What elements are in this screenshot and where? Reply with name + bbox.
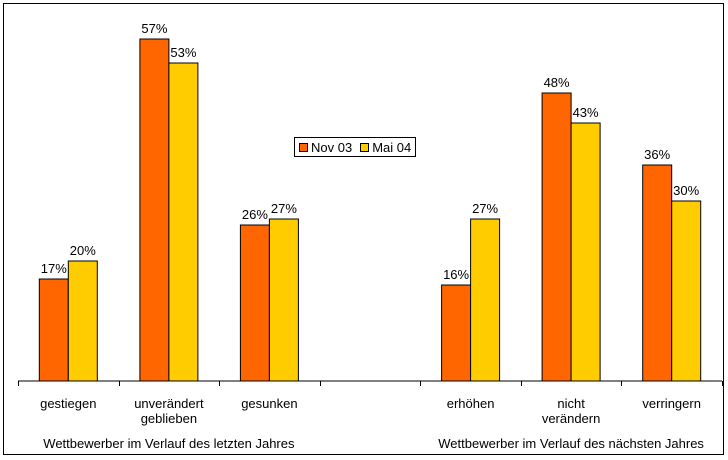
data-label-nov-03-gesunken: 26% xyxy=(242,207,268,222)
bar-mai-04-gesunken xyxy=(268,218,299,382)
chart-frame xyxy=(3,3,724,455)
bar-mai-04-erhöhen xyxy=(470,218,501,382)
legend-label-mai-04: Mai 04 xyxy=(372,139,412,155)
x-tick-label-nicht: nicht verändern xyxy=(542,396,601,426)
legend-swatch-nov-03 xyxy=(299,142,308,152)
bar-mai-04-verringern xyxy=(671,200,702,382)
data-label-mai-04-erhöhen: 27% xyxy=(472,201,498,216)
legend-swatch-mai-04 xyxy=(360,142,370,152)
chart-legend: Nov 03 Mai 04 xyxy=(294,137,417,157)
bar-mai-04-unverändert xyxy=(168,62,199,382)
x-tick-label-verringern: verringern xyxy=(642,396,701,411)
x-tick-label-gesunken: gesunken xyxy=(241,396,297,411)
bar-nov-03-gesunken xyxy=(239,224,270,382)
bar-nov-03-verringern xyxy=(642,164,673,382)
legend-entry-nov-03: Nov 03 xyxy=(299,140,352,155)
bar-mai-04-nicht xyxy=(570,122,601,382)
bar-nov-03-erhöhen xyxy=(441,284,472,382)
x-tick-label-gestiegen: gestiegen xyxy=(40,396,96,411)
group-label-0: Wettbewerber im Verlauf des letzten Jahr… xyxy=(43,436,295,451)
data-label-nov-03-unverändert: 57% xyxy=(141,21,167,36)
data-label-nov-03-erhöhen: 16% xyxy=(443,267,469,282)
data-label-nov-03-gestiegen: 17% xyxy=(41,261,67,276)
legend-entry-mai-04: Mai 04 xyxy=(360,140,411,155)
x-tick-label-erhöhen: erhöhen xyxy=(447,396,495,411)
data-label-nov-03-nicht: 48% xyxy=(544,75,570,90)
data-label-mai-04-nicht: 43% xyxy=(573,105,599,120)
x-tick-label-unverändert: unverändert geblieben xyxy=(134,396,204,426)
data-label-nov-03-verringern: 36% xyxy=(644,147,670,162)
data-label-mai-04-unverändert: 53% xyxy=(170,45,196,60)
legend-label-nov-03: Nov 03 xyxy=(311,139,353,155)
bar-nov-03-unverändert xyxy=(139,38,170,382)
data-label-mai-04-gestiegen: 20% xyxy=(70,243,96,258)
bar-mai-04-gestiegen xyxy=(67,260,98,382)
bar-nov-03-gestiegen xyxy=(38,278,69,382)
data-label-mai-04-gesunken: 27% xyxy=(271,201,297,216)
bar-nov-03-nicht xyxy=(541,92,572,382)
data-label-mai-04-verringern: 30% xyxy=(673,183,699,198)
group-label-1: Wettbewerber im Verlauf des nächsten Jah… xyxy=(438,436,704,451)
